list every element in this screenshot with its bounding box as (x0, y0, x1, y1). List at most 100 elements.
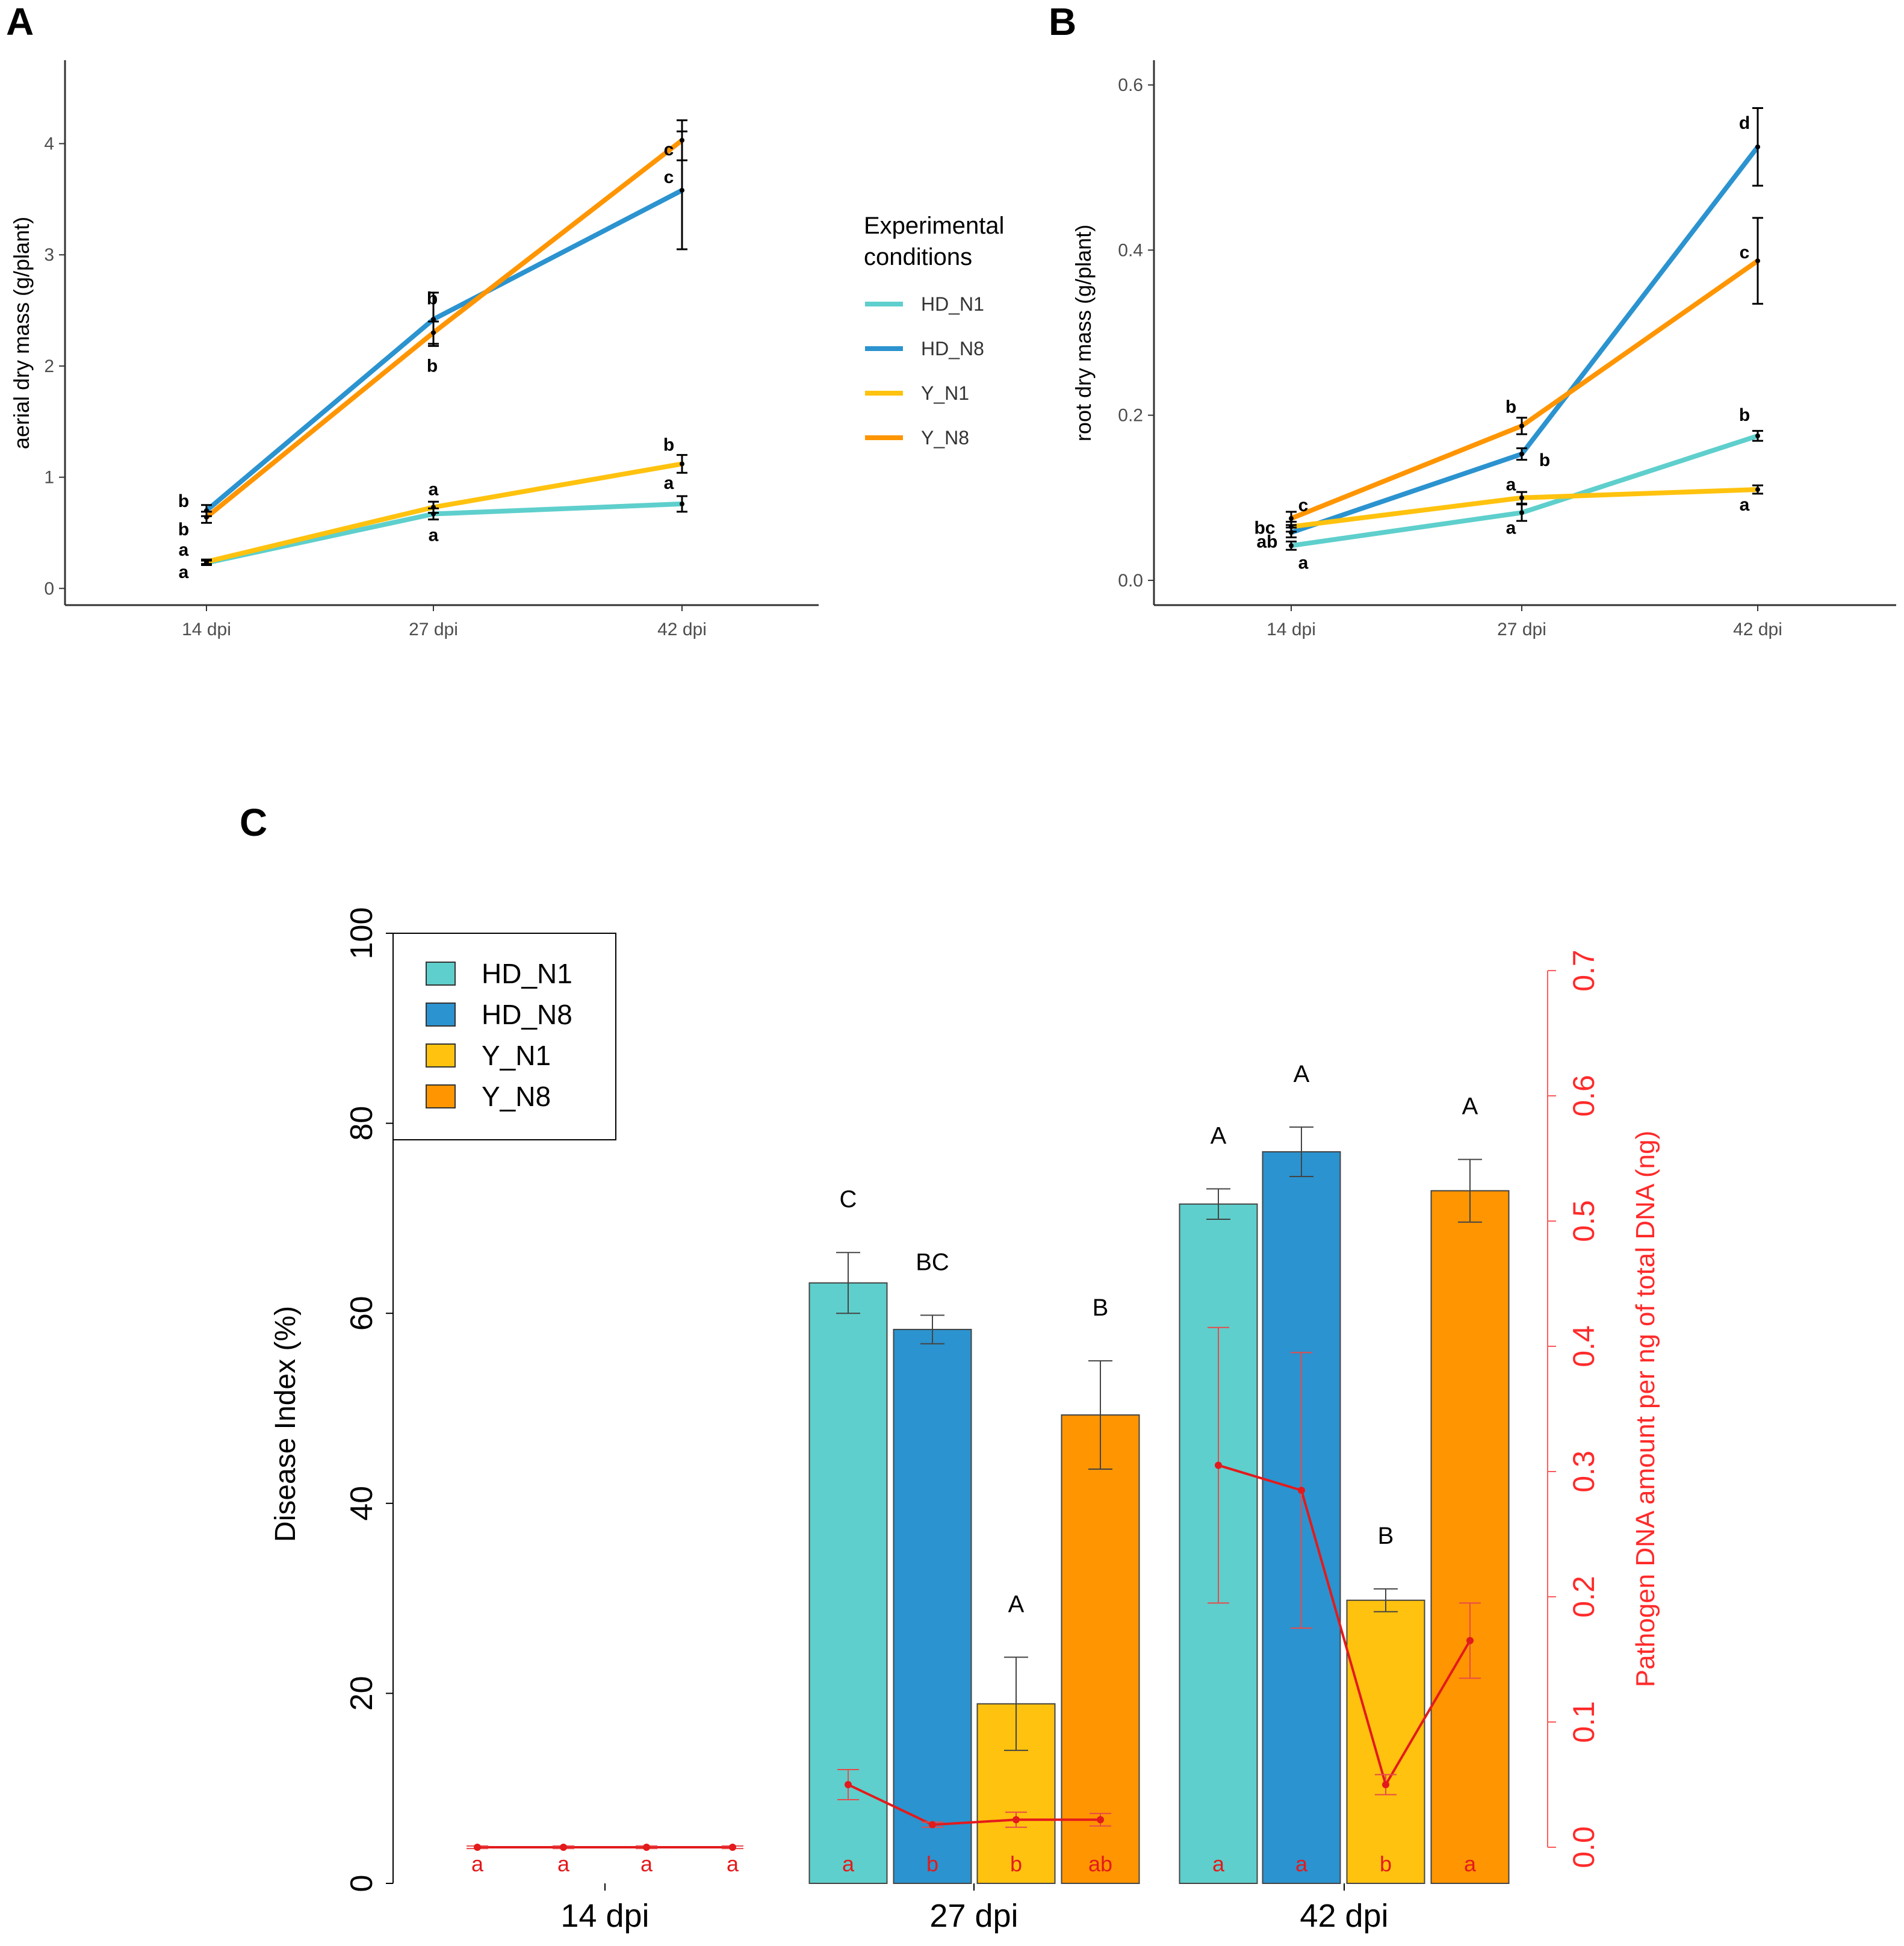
a-line-y-n8 (204, 137, 684, 520)
c-bar-error-bar (920, 1314, 944, 1344)
b-significance-letter: a (1740, 495, 1750, 515)
a-significance-letter: b (427, 356, 438, 376)
c-pathogen-dna-point (553, 1844, 574, 1851)
c-bar-error-bar (1374, 1588, 1398, 1612)
c-y2-tick-label: 0.4 (1567, 1325, 1601, 1367)
c-pathogen-significance-letter: a (557, 1851, 570, 1876)
c-bar-significance-letter: A (1294, 1061, 1310, 1087)
b-x-tick-label: 42 dpi (1733, 620, 1782, 639)
b-significance-letter: b (1539, 450, 1550, 470)
c-y2-tick-label: 0.0 (1567, 1826, 1601, 1868)
b-significance-letter: b (1739, 405, 1750, 425)
a-significance-letter: a (429, 479, 439, 499)
panel-b-chart: root dry mass (g/plant) 0.0 0.2 0.4 0.6 14 … (1071, 60, 1896, 639)
c-bar-y-n1 (1346, 1599, 1425, 1885)
c-pathogen-dna-line (1218, 1464, 1471, 1788)
c-pathogen-significance-letter: b (1010, 1851, 1022, 1876)
c-y2-tick-label: 0.6 (1567, 1075, 1601, 1117)
a-x-tick-label: 27 dpi (409, 620, 458, 639)
b-x-tick-label: 27 dpi (1497, 620, 1546, 639)
a-line-hd-n8 (204, 188, 684, 514)
c-pathogen-significance-letter: a (842, 1851, 855, 1876)
b-error-bar (1516, 447, 1527, 461)
b-y-tick-label: 0.6 (1118, 75, 1143, 95)
a-error-bar (677, 495, 687, 513)
a-error-bar (201, 511, 212, 524)
panel-b-label: B (1049, 0, 1076, 43)
a-x-tick-label: 14 dpi (182, 620, 231, 639)
c-pathogen-significance-letter: a (1212, 1851, 1225, 1876)
a-significance-letter: b (178, 520, 189, 539)
c-y2-tick-label: 0.1 (1567, 1701, 1601, 1743)
b-significance-letter: b (1506, 397, 1516, 417)
panel-b-y-title: root dry mass (g/plant) (1071, 225, 1096, 441)
b-error-bar (1286, 511, 1297, 526)
c-y-tick-label: 40 (344, 1486, 379, 1521)
c-legend-label-y-n1: Y_N1 (482, 1040, 551, 1071)
b-significance-letter: a (1506, 475, 1516, 495)
b-y-tick-label: 0.0 (1118, 571, 1143, 591)
c-y2-tick-label: 0.7 (1567, 950, 1601, 992)
c-legend-swatch-y-n1 (426, 1043, 456, 1068)
b-line-hd-n8 (1289, 144, 1760, 535)
panel-c-label: C (240, 801, 267, 844)
a-significance-letter: a (664, 473, 674, 493)
c-pathogen-significance-letter: b (1380, 1851, 1392, 1876)
c-bar-error-bar (836, 1252, 860, 1314)
c-pathogen-dna-line (848, 1783, 1100, 1826)
c-pathogen-dna-point (1459, 1602, 1481, 1679)
a-significance-letter: b (178, 491, 189, 511)
a-y-tick-label: 4 (44, 134, 54, 154)
c-pathogen-dna-point (636, 1844, 657, 1851)
a-significance-letter: b (427, 288, 438, 308)
panel-a-chart: aerial dry mass (g/plant) 0 1 2 3 4 14 dpi 27… (9, 60, 819, 639)
b-y-tick-label: 0.2 (1118, 406, 1143, 426)
b-error-bar (1752, 217, 1763, 305)
b-significance-letter: a (1506, 518, 1516, 538)
b-y-tick-label: 0.4 (1118, 240, 1143, 260)
a-significance-letter: a (429, 526, 439, 546)
c-pathogen-dna-point (1375, 1774, 1397, 1795)
a-error-bar (677, 454, 687, 474)
c-bar-error-bar (1206, 1188, 1230, 1220)
c-pathogen-significance-letter: b (926, 1851, 938, 1876)
legend-label-y-n1: Y_N1 (921, 382, 969, 404)
c-pathogen-dna-point (722, 1844, 743, 1851)
c-legend-label-hd-n1: HD_N1 (482, 958, 572, 989)
a-error-bar (201, 558, 212, 565)
c-pathogen-significance-letter: a (1464, 1851, 1477, 1876)
b-significance-letter: a (1298, 553, 1309, 573)
c-bar-error-bar (1458, 1158, 1482, 1223)
b-line-y-n8 (1289, 258, 1760, 521)
c-pathogen-dna-point (467, 1844, 488, 1851)
c-bar-error-bar (1088, 1360, 1112, 1470)
b-significance-letter: bc (1254, 518, 1275, 538)
c-y2-tick-label: 0.3 (1567, 1450, 1601, 1493)
legend-label-y-n8: Y_N8 (921, 427, 969, 449)
c-y-tick-label: 60 (344, 1296, 379, 1331)
panel-c-y-title: Disease Index (%) (270, 1306, 302, 1542)
legend-experimental-conditions: Experimental conditions HD_N1 HD_N8 Y_N1 Y_… (864, 213, 1004, 449)
b-error-bar (1286, 540, 1297, 551)
a-error-bar (677, 119, 687, 161)
a-significance-letter: b (663, 435, 674, 455)
b-x-tick-label: 14 dpi (1267, 620, 1316, 639)
a-y-tick-label: 0 (44, 579, 54, 598)
c-x-tick-label: 14 dpi (560, 1898, 649, 1934)
panel-c-chart: Disease Index (%) Pathogen DNA amount pe… (270, 907, 1660, 1934)
c-legend-label-y-n8: Y_N8 (482, 1081, 551, 1112)
c-legend-swatch-hd-n1 (426, 962, 456, 986)
c-bar-significance-letter: A (1462, 1093, 1478, 1120)
c-pathogen-significance-letter: ab (1088, 1851, 1112, 1876)
c-y-tick-label: 80 (344, 1106, 379, 1141)
c-x-tick-label: 27 dpi (929, 1898, 1018, 1934)
a-significance-letter: a (179, 562, 189, 582)
b-significance-letter: c (1298, 496, 1309, 515)
b-error-bar (1752, 430, 1763, 442)
panel-c-y2-title: Pathogen DNA amount per ng of total DNA … (1631, 1131, 1660, 1688)
c-pathogen-significance-letter: a (1295, 1851, 1308, 1876)
c-y2-tick-label: 0.2 (1567, 1576, 1601, 1618)
c-bar-significance-letter: C (840, 1186, 857, 1213)
panel-a-label: A (6, 0, 34, 43)
